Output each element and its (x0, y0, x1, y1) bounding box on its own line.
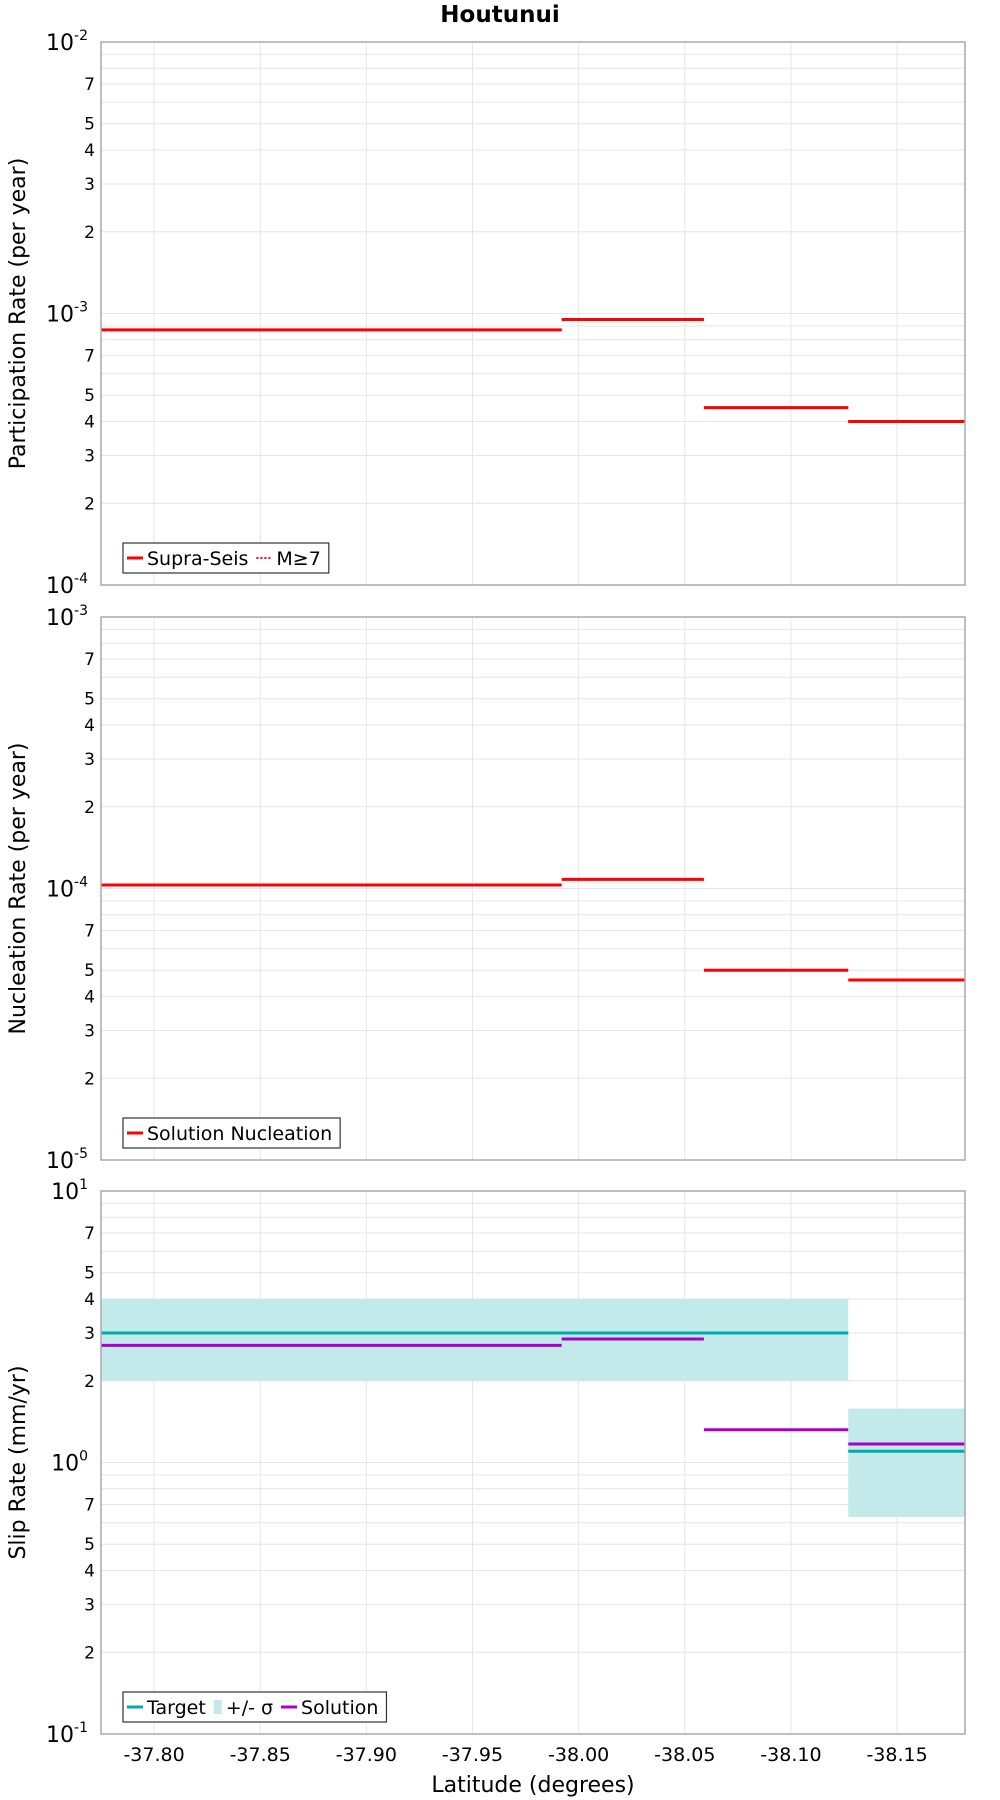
y-tick-label: 2 (84, 1372, 95, 1392)
panel-3: 10-1 2 3 4 5 7 100 2 3 4 5 7 101 Slip Rate (mm/yr) -37… (6, 1177, 966, 1766)
y-tick-label: 5 (84, 1535, 95, 1555)
chart-title: Houtunui (440, 2, 559, 28)
x-tick-label: -37.85 (230, 1744, 291, 1766)
legend: Target +/- σ Solution (122, 1691, 388, 1723)
y-tick-label: 100 (51, 1449, 88, 1477)
y-tick-label: 7 (84, 1224, 95, 1244)
y-tick-label: 3 (84, 1595, 95, 1615)
legend: Supra-Seis M≥7 (122, 542, 330, 574)
y-tick-label: 7 (84, 347, 95, 367)
x-tick-label: -38.05 (654, 1744, 715, 1766)
y-tick-label: 10-4 (46, 875, 88, 903)
y-tick-label: 4 (84, 1562, 95, 1582)
y-tick-label: 3 (84, 1021, 95, 1041)
y-tick-label: 7 (84, 922, 95, 942)
y-axis-label: Nucleation Rate (per year) (6, 743, 31, 1035)
y-tick-label: 2 (84, 494, 95, 514)
y-tick-label: 5 (84, 115, 95, 135)
grid (101, 1191, 965, 1735)
x-axis-label: Latitude (degrees) (431, 1773, 634, 1798)
y-tick-label: 10-3 (46, 603, 88, 631)
y-tick-label: 3 (84, 446, 95, 466)
plot-frame (100, 616, 966, 1161)
y-tick-label: 10-1 (46, 1720, 88, 1748)
y-tick-label: 5 (84, 1264, 95, 1284)
x-tick-label: -37.90 (336, 1744, 397, 1766)
legend: Solution Nucleation (122, 1117, 341, 1149)
y-tick-label: 4 (84, 413, 95, 433)
y-tick-label: 4 (84, 141, 95, 161)
y-axis-label: Participation Rate (per year) (6, 158, 31, 470)
y-tick-label: 7 (84, 75, 95, 95)
y-tick-label: 5 (84, 961, 95, 981)
grid (101, 617, 965, 1161)
x-tick-label: -38.15 (866, 1744, 927, 1766)
y-tick-label: 10-5 (46, 1146, 88, 1174)
y-tick-label: 2 (84, 1069, 95, 1089)
y-tick-label: 2 (84, 798, 95, 818)
legend-label: Solution (301, 1697, 378, 1719)
y-tick-label: 7 (84, 650, 95, 670)
legend-box (122, 542, 330, 574)
sigma-band (101, 1299, 849, 1381)
panel-1: 10-4 2 3 4 5 7 10-3 2 3 4 5 7 10-2 Participation Rate… (6, 28, 966, 599)
sigma-band (848, 1408, 965, 1517)
legend-label: Supra-Seis (147, 548, 248, 570)
legend-swatch (213, 1700, 222, 1714)
y-tick-label: 3 (84, 1324, 95, 1344)
legend-box (122, 1691, 388, 1723)
y-tick-label: 7 (84, 1496, 95, 1516)
y-tick-label: 2 (84, 1643, 95, 1663)
legend-label: Solution Nucleation (147, 1123, 332, 1145)
plot-frame (100, 41, 966, 586)
grid (101, 42, 965, 586)
panel-2: 10-5 2 3 4 5 7 10-4 2 3 4 5 7 10-3 Nucleation Rate (p… (6, 603, 966, 1174)
x-tick-labels: -37.80 -37.85 -37.90 -37.95 -38.00 -38.05 -38.… (123, 1744, 927, 1766)
x-tick-label: -37.80 (123, 1744, 184, 1766)
y-tick-label: 2 (84, 223, 95, 243)
y-tick-labels: 10-1 2 3 4 5 7 100 2 3 4 5 7 101 (46, 1177, 95, 1748)
legend-box (122, 1117, 341, 1149)
plot-frame (100, 1190, 966, 1735)
y-tick-label: 10-2 (46, 28, 88, 56)
y-tick-label: 101 (51, 1177, 88, 1205)
x-tick-label: -37.95 (442, 1744, 503, 1766)
legend-label: +/- σ (226, 1697, 273, 1719)
y-tick-labels: 10-5 2 3 4 5 7 10-4 2 3 4 5 7 10-3 (46, 603, 95, 1174)
y-tick-label: 10-3 (46, 300, 88, 328)
y-tick-label: 5 (84, 386, 95, 406)
y-tick-label: 10-4 (46, 571, 88, 599)
y-axis-label: Slip Rate (mm/yr) (6, 1365, 31, 1559)
y-tick-label: 3 (84, 175, 95, 195)
y-tick-label: 4 (84, 988, 95, 1008)
y-tick-labels: 10-4 2 3 4 5 7 10-3 2 3 4 5 7 10-2 (46, 28, 95, 599)
x-tick-label: -38.10 (760, 1744, 821, 1766)
y-tick-label: 3 (84, 750, 95, 770)
legend-label: Target (146, 1697, 206, 1719)
y-tick-label: 4 (84, 716, 95, 736)
chart-panels: 10-4 2 3 4 5 7 10-3 2 3 4 5 7 10-2 Participation Rate… (6, 28, 966, 1766)
y-tick-label: 4 (84, 1290, 95, 1310)
x-tick-label: -38.00 (548, 1744, 609, 1766)
y-tick-label: 5 (84, 690, 95, 710)
legend-label: M≥7 (276, 548, 320, 570)
